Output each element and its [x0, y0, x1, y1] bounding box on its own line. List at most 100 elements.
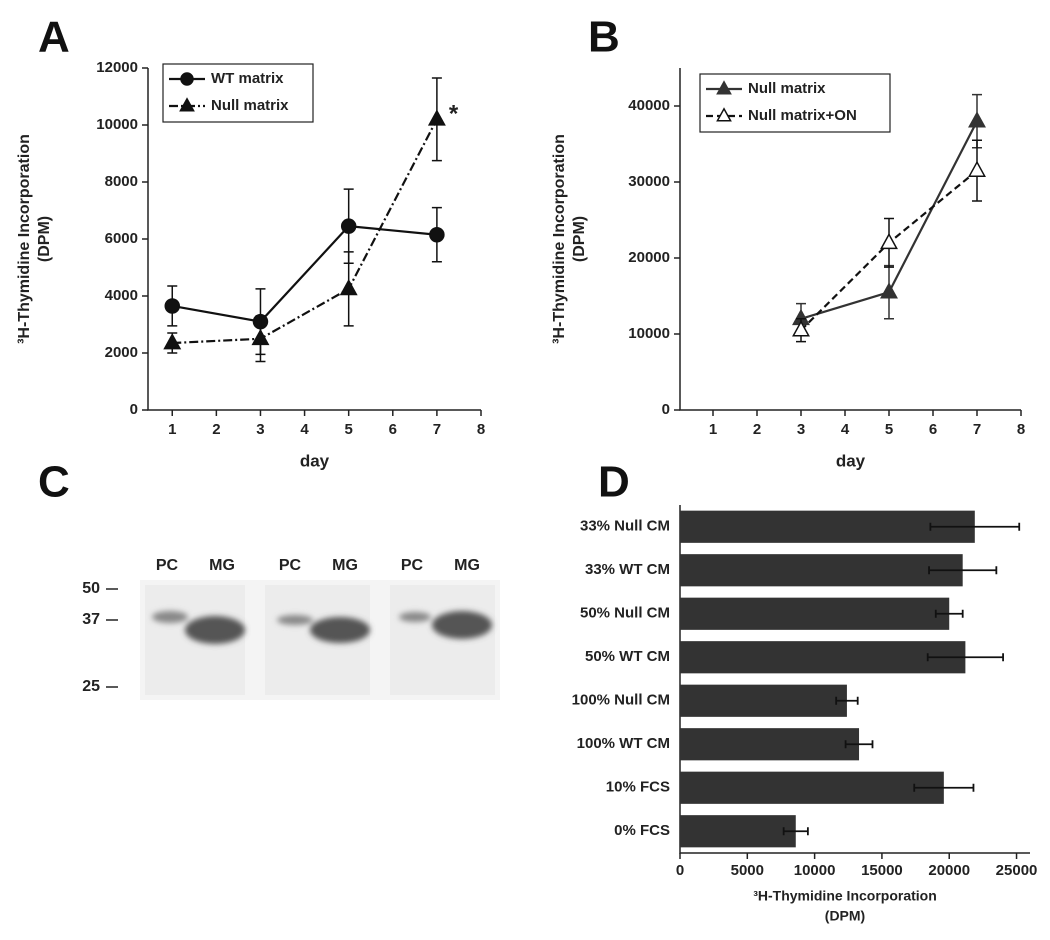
y-tick-label: 0% FCS	[614, 822, 670, 839]
blot-band	[310, 617, 370, 643]
y-tick-label: 33% WT CM	[585, 561, 670, 578]
bar	[680, 510, 975, 543]
y-tick-label: 10% FCS	[606, 779, 670, 796]
x-tick-label: 20000	[928, 862, 970, 879]
y-tick-label: 33% Null CM	[580, 518, 670, 535]
y-tick-label: 4000	[105, 287, 138, 304]
y-tick-label: 10000	[628, 325, 670, 342]
y-tick-label: 20000	[628, 249, 670, 266]
y-tick-label: 50% WT CM	[585, 648, 670, 665]
bar	[680, 771, 944, 804]
legend-label: Null matrix+ON	[748, 107, 857, 124]
x-tick-label: 7	[433, 421, 441, 438]
x-axis-label: day	[836, 451, 866, 470]
x-tick-label: 8	[477, 421, 485, 438]
data-point	[251, 328, 270, 346]
blot-band	[432, 611, 492, 639]
marker-label: 50	[82, 580, 100, 597]
data-point	[427, 109, 446, 126]
blot-image	[140, 580, 500, 700]
bar	[680, 815, 796, 848]
data-point	[429, 226, 445, 243]
x-axis-label: ³H-Thymidine Incorporation	[753, 888, 937, 904]
legend-marker	[716, 80, 732, 95]
data-point	[880, 232, 898, 250]
data-point	[968, 160, 986, 177]
marker-label: 25	[82, 678, 100, 695]
series-line	[172, 225, 438, 323]
x-tick-label: 1	[709, 421, 717, 438]
y-tick-label: 40000	[628, 97, 670, 114]
marker-label: 37	[82, 611, 100, 628]
error-bar	[782, 827, 809, 836]
panel-label: C	[38, 458, 70, 507]
y-axis-label: ³H-Thymidine Incorporation	[16, 134, 33, 344]
series-line	[172, 118, 438, 345]
data-point	[339, 278, 358, 296]
y-tick-label: 10000	[96, 116, 138, 133]
blot-band	[399, 612, 431, 622]
y-tick-label: 6000	[105, 230, 138, 247]
data-point	[792, 320, 810, 337]
error-bar	[934, 609, 964, 618]
x-tick-label: 3	[256, 421, 264, 438]
blot-band	[152, 611, 188, 623]
x-axis-label: (DPM)	[825, 908, 865, 924]
panel-label: D	[598, 458, 630, 507]
x-tick-label: 5000	[731, 862, 764, 879]
legend-marker	[716, 107, 732, 122]
panel-label: B	[588, 13, 620, 62]
y-tick-label: 100% WT CM	[577, 735, 670, 752]
legend-marker	[180, 72, 194, 86]
x-tick-label: 4	[841, 421, 850, 438]
error-bar	[913, 783, 975, 792]
lane-label: PC	[156, 557, 179, 574]
x-tick-label: 10000	[794, 862, 836, 879]
data-point	[340, 218, 357, 234]
x-tick-label: 5	[345, 421, 353, 438]
blot-band	[277, 615, 313, 625]
x-tick-label: 5	[885, 421, 893, 438]
lane-label: MG	[454, 557, 480, 574]
x-tick-label: 3	[797, 421, 805, 438]
y-tick-label: 100% Null CM	[572, 692, 670, 709]
bar	[680, 728, 860, 761]
legend-label: Null matrix	[748, 80, 826, 97]
lane-label: MG	[209, 557, 235, 574]
error-bar	[928, 566, 998, 575]
bar	[680, 641, 966, 674]
x-tick-label: 1	[168, 421, 176, 438]
y-axis-label: ³H-Thymidine Incorporation	[551, 134, 568, 344]
x-tick-label: 15000	[861, 862, 903, 879]
y-tick-label: 8000	[105, 173, 138, 190]
y-axis-label: (DPM)	[571, 216, 588, 262]
x-tick-label: 8	[1017, 421, 1025, 438]
bar	[680, 684, 847, 717]
lane-label: MG	[332, 557, 358, 574]
x-tick-label: 2	[753, 421, 761, 438]
data-point	[968, 111, 986, 128]
y-tick-label: 0	[130, 401, 138, 418]
legend-label: WT matrix	[211, 70, 284, 87]
legend-box	[699, 73, 891, 133]
x-tick-label: 4	[300, 421, 309, 438]
annotation: *	[449, 101, 459, 128]
lane-label: PC	[279, 557, 302, 574]
data-point	[164, 298, 181, 314]
lane-label: PC	[401, 557, 424, 574]
bar	[680, 597, 950, 630]
bar	[680, 554, 963, 587]
y-tick-label: 50% Null CM	[580, 605, 670, 622]
error-bar	[926, 653, 1004, 662]
data-point	[880, 282, 898, 299]
data-point	[163, 333, 182, 350]
x-tick-label: 6	[389, 421, 397, 438]
y-axis-label: (DPM)	[36, 216, 53, 262]
error-bar	[844, 740, 874, 749]
blot-strip	[390, 585, 495, 695]
x-tick-label: 0	[676, 862, 684, 879]
y-tick-label: 0	[662, 401, 670, 418]
error-bar	[929, 522, 1021, 531]
y-tick-label: 2000	[105, 344, 138, 361]
